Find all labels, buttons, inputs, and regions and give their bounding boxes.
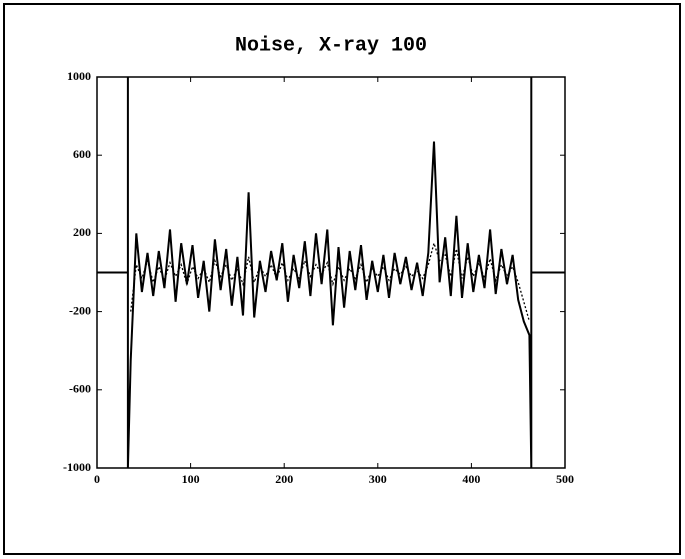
x-tick-label: 300 bbox=[369, 472, 387, 486]
chart-title: Noise, X-ray 100 bbox=[235, 34, 427, 57]
x-tick-label: 100 bbox=[182, 472, 200, 486]
x-tick-label: 200 bbox=[275, 472, 293, 486]
y-tick-label: -200 bbox=[69, 303, 91, 317]
y-tick-label: -1000 bbox=[63, 460, 91, 474]
frame bbox=[3, 3, 681, 555]
x-tick-label: 0 bbox=[94, 472, 100, 486]
y-tick-label: -600 bbox=[69, 382, 91, 396]
y-tick-label: 600 bbox=[73, 147, 91, 161]
data-line bbox=[130, 240, 531, 322]
x-tick-label: 500 bbox=[556, 472, 574, 486]
y-tick-label: 200 bbox=[73, 225, 91, 239]
data-line bbox=[97, 77, 565, 469]
x-tick-label: 400 bbox=[462, 472, 480, 486]
y-tick-label: 1000 bbox=[67, 69, 91, 83]
